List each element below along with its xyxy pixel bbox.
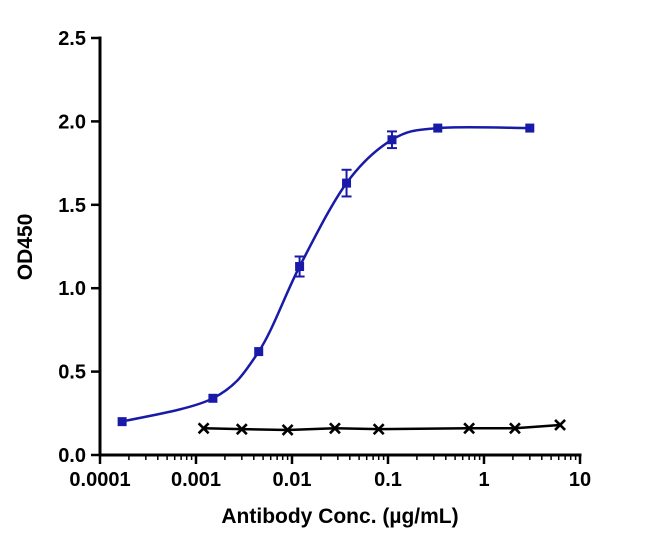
marker-x — [281, 424, 294, 436]
marker-square — [525, 123, 535, 133]
marker-x — [372, 423, 385, 436]
x-tick-label: 0.001 — [171, 469, 221, 491]
x-tick-label: 10 — [569, 469, 591, 491]
y-tick-label: 0.0 — [58, 445, 86, 467]
marker-square — [254, 347, 264, 357]
series-line-antibody-binding — [121, 125, 530, 423]
x-tick-label: 0.0001 — [69, 469, 130, 491]
x-tick-label: 1 — [478, 469, 489, 491]
y-tick-label: 1.5 — [58, 195, 86, 217]
marker-square — [117, 417, 127, 427]
y-tick-label: 2.0 — [58, 111, 86, 133]
series-line-negative-control — [203, 423, 561, 432]
series-layer — [117, 123, 566, 436]
marker-square — [433, 123, 443, 133]
x-tick-label: 0.01 — [273, 469, 312, 491]
x-axis-label: Antibody Conc. (µg/mL) — [221, 505, 458, 528]
y-tick-label: 1.0 — [58, 278, 86, 300]
marker-x — [197, 422, 210, 435]
marker-square — [208, 393, 218, 403]
marker-x — [463, 422, 476, 435]
marker-x — [235, 423, 248, 436]
axes-layer: 0.0 0.5 1.0 1.5 2.0 2.5 0.0001 0.001 0.01 0.1 1 10 — [58, 28, 591, 491]
x-tick-label: 0.1 — [374, 469, 402, 491]
marker-x — [509, 422, 521, 435]
y-tick-label: 0.5 — [58, 362, 86, 384]
marker-square — [387, 135, 397, 145]
marker-square — [342, 178, 352, 188]
marker-x — [554, 419, 566, 431]
marker-x — [329, 422, 341, 435]
y-axis-label: OD450 — [14, 214, 37, 281]
y-tick-label: 2.5 — [58, 28, 86, 50]
marker-square — [295, 262, 305, 272]
